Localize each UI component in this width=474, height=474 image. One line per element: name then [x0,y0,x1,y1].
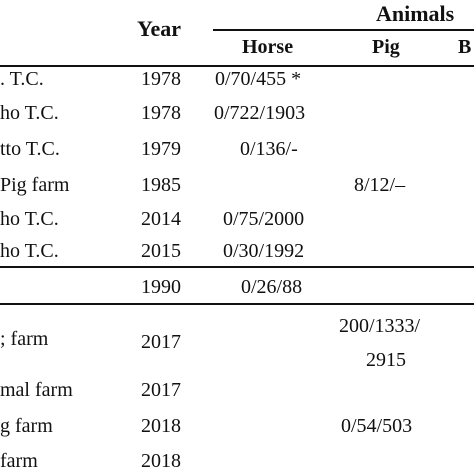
location-cell: ho T.C. [0,208,59,230]
location-cell: ; farm [0,328,49,350]
header-pig: Pig [372,36,400,58]
header-year: Year [137,16,181,41]
header-horse: Horse [242,36,294,58]
year-cell: 2017 [141,331,181,353]
horse-cell: 0/75/2000 [223,208,305,230]
year-cell: 1978 [141,102,181,124]
year-cell: 1979 [141,138,181,160]
horse-cell: 0/30/1992 [223,240,305,262]
horse-cell: 0/26/88 [241,276,303,298]
section-divider-rule [0,303,474,305]
header-bottom-rule [0,65,474,67]
location-cell: farm [0,450,38,472]
header-third-column-partial: B [458,36,472,58]
year-cell: 1990 [141,276,181,298]
location-cell: g farm [0,415,53,437]
pig-cell-line2: 2915 [366,349,406,371]
year-cell: 2014 [141,208,181,230]
location-cell: Pig farm [0,174,70,196]
year-cell: 2017 [141,379,181,401]
section-divider-rule [0,266,474,268]
pig-cell: 200/1333/ [339,315,421,337]
location-cell: mal farm [0,379,73,401]
location-cell: . T.C. [0,68,44,90]
year-cell: 1985 [141,174,181,196]
horse-cell: 0/70/455 * [215,68,302,90]
pig-cell: 8/12/– [354,174,406,196]
year-cell: 2015 [141,240,181,262]
location-cell: tto T.C. [0,138,60,160]
pig-cell: 0/54/503 [341,415,413,437]
header-group-rule [213,29,474,31]
horse-cell: 0/136/- [240,138,298,160]
year-cell: 1978 [141,68,181,90]
location-cell: ho T.C. [0,240,59,262]
year-cell: 2018 [141,450,181,472]
horse-cell: 0/722/1903 [214,102,306,124]
header-animals-group: Animals [376,1,455,26]
location-cell: ho T.C. [0,102,59,124]
year-cell: 2018 [141,415,181,437]
